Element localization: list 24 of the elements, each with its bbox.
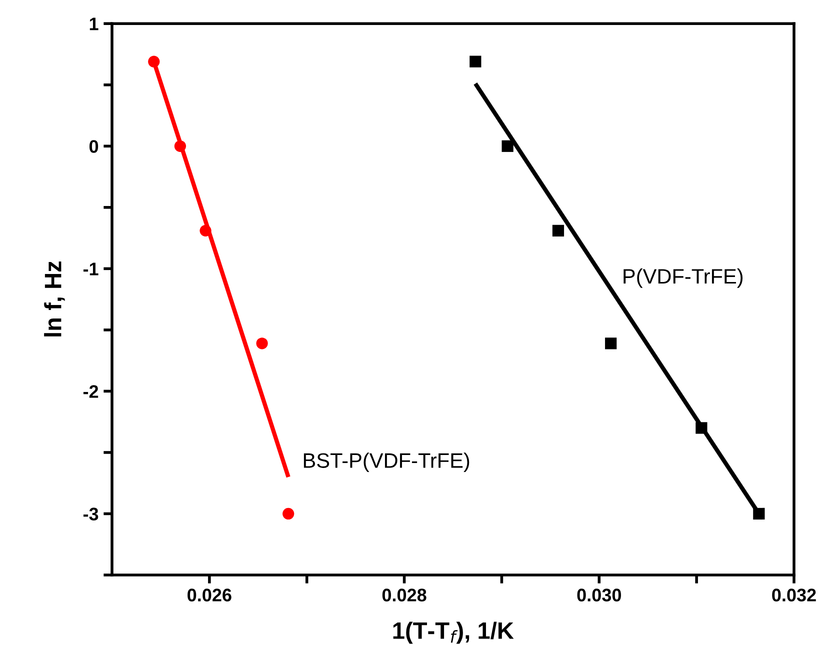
y-tick-label: 0	[89, 140, 98, 153]
point	[148, 56, 160, 68]
point	[502, 140, 514, 152]
y-axis-title: ln f, Hz	[44, 261, 65, 336]
point	[753, 508, 765, 520]
x-tick-label: 0.032	[772, 588, 816, 602]
y-tick-label: -1	[83, 262, 98, 276]
point	[174, 140, 186, 152]
x-tick-label: 0.026	[188, 588, 232, 602]
y-tick-label: -2	[83, 385, 98, 398]
point	[696, 422, 708, 434]
x-tick-label: 0.030	[577, 588, 621, 602]
text: P(VDF-TrFE)	[624, 268, 743, 288]
point	[256, 338, 268, 350]
point	[200, 224, 212, 236]
point	[605, 338, 617, 350]
series-label: BST-P(VDF-TrFE)	[304, 452, 470, 472]
point	[552, 224, 564, 236]
x-tick-label: 0.028	[382, 588, 426, 602]
point	[282, 508, 294, 520]
y-tick-label: 1	[90, 18, 98, 30]
point	[470, 56, 482, 68]
x-axis-title: 1(T-T$_{f}$), 1/K	[393, 622, 514, 644]
y-tick-label: -3	[83, 508, 98, 520]
